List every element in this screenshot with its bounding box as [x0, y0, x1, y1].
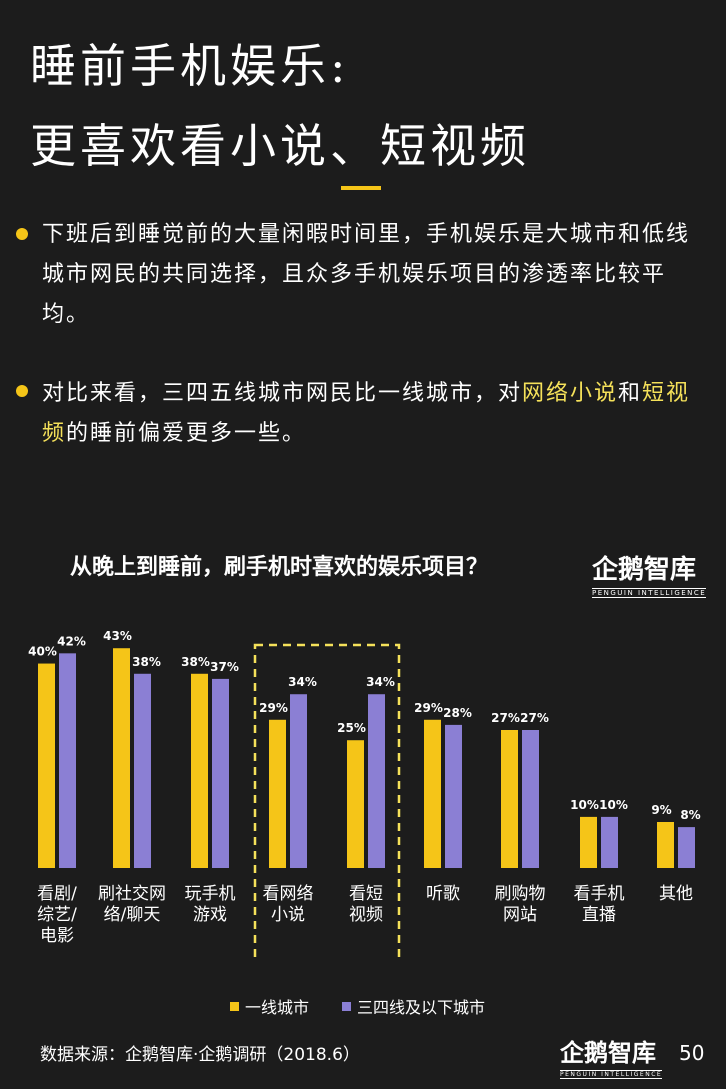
- logo-sub-text-bottom: PENGUIN INTELLIGENCE: [560, 1070, 663, 1079]
- category-label-line: 综艺/: [37, 905, 77, 925]
- category-label-line: 视频: [349, 905, 383, 925]
- data-label-tier1-3: 29%: [259, 701, 288, 715]
- bar-tier3-4: [368, 694, 385, 868]
- bar-tier3-1: [134, 673, 151, 868]
- bar-tier3-0: [59, 653, 76, 868]
- data-label-tier3-6: 27%: [520, 711, 549, 725]
- category-label-line: 小说: [271, 905, 305, 925]
- data-label-tier3-3: 34%: [288, 675, 317, 689]
- category-label-3: 看网络 小说: [248, 884, 328, 926]
- page-title-line1: 睡前手机娱乐:: [30, 39, 350, 93]
- legend-label-tier3: 三四线及以下城市: [357, 998, 486, 1017]
- data-label-tier1-6: 27%: [491, 711, 520, 725]
- logo-main-text: 企鹅智库: [592, 555, 697, 585]
- data-label-tier3-7: 10%: [599, 798, 628, 812]
- data-label-tier1-1: 43%: [103, 630, 132, 643]
- data-label-tier1-7: 10%: [570, 798, 599, 812]
- bar-tier1-4: [347, 740, 364, 868]
- legend-swatch-tier1: [230, 1001, 239, 1011]
- data-label-tier3-1: 38%: [132, 655, 161, 669]
- category-label-line: 玩手机: [184, 884, 236, 904]
- data-label-tier1-2: 38%: [181, 655, 210, 669]
- category-label-line: 络/聊天: [103, 905, 161, 925]
- data-label-tier1-4: 25%: [337, 721, 366, 735]
- data-source: 数据来源：企鹅智库·企鹅调研（2018.6）: [40, 1045, 360, 1065]
- bar-tier1-8: [657, 822, 674, 868]
- data-label-tier1-8: 9%: [651, 803, 671, 817]
- data-label-tier3-0: 42%: [57, 634, 86, 648]
- highlight-box: [253, 643, 401, 960]
- category-label-line: 刷购物: [494, 884, 546, 904]
- title-underline: [341, 186, 381, 190]
- category-label-line: 电影: [40, 926, 74, 946]
- bar-tier3-8: [678, 827, 695, 868]
- page-title-line2: 更喜欢看小说、短视频: [30, 119, 530, 173]
- page-number: 50: [679, 1041, 705, 1065]
- category-label-6: 刷购物 网站: [480, 884, 560, 926]
- bar-tier1-2: [191, 673, 208, 868]
- category-label-line: 听歌: [426, 884, 460, 904]
- category-label-line: 直播: [582, 905, 616, 925]
- category-label-1: 刷社交网 络/聊天: [92, 884, 172, 926]
- legend-swatch-tier3: [342, 1001, 351, 1011]
- bar-tier3-2: [212, 678, 229, 868]
- data-label-tier3-8: 8%: [680, 808, 700, 822]
- bar-tier3-5: [445, 724, 462, 868]
- category-label-4: 看短 视频: [326, 884, 406, 926]
- logo-sub-text: PENGUIN INTELLIGENCE: [592, 588, 707, 598]
- legend-label-tier1: 一线城市: [245, 998, 310, 1017]
- category-label-8: 其他: [636, 884, 716, 905]
- category-label-line: 看剧/: [37, 884, 77, 904]
- bar-tier1-0: [38, 663, 55, 868]
- bullet-2-part2: 和: [618, 381, 643, 406]
- bar-tier3-7: [601, 816, 618, 868]
- category-label-5: 听歌: [403, 884, 483, 905]
- bar-chart: 40%42% 43%38% 38% 37%29%34%25%34%29% 28% 27% 2…: [28, 630, 701, 960]
- bullet-2-highlight-novel: 网络小说: [522, 381, 619, 406]
- data-label-tier3-2: 37%: [210, 660, 239, 674]
- category-label-line: 其他: [659, 884, 693, 904]
- bar-tier3-3: [290, 694, 307, 868]
- bar-tier1-6: [501, 730, 518, 868]
- bar-tier1-3: [269, 719, 286, 868]
- category-label-2: 玩手机 游戏: [170, 884, 250, 926]
- bullet-2-highlight-video: 短视频: [42, 381, 691, 446]
- logo-main-text-bottom: 企鹅智库: [560, 1038, 656, 1067]
- data-label-tier3-5: 28%: [443, 706, 472, 720]
- category-label-line: 看短: [349, 884, 383, 904]
- legend-tier1: 一线城市: [230, 994, 309, 1018]
- data-label-tier1-0: 40%: [28, 645, 57, 659]
- category-label-7: 看手机 直播: [559, 884, 639, 926]
- data-label-tier1-5: 29%: [414, 701, 443, 715]
- bullet-2-part3: 的睡前偏爱更多一些。: [66, 421, 307, 446]
- category-label-line: 看手机: [573, 884, 625, 904]
- penguin-logo-bottom: 企鹅智库 PENGUIN INTELLIGENCE: [560, 1033, 663, 1079]
- bar-tier1-1: [113, 648, 130, 868]
- penguin-logo-top: 企鹅智库 PENGUIN INTELLIGENCE: [592, 549, 707, 598]
- bar-tier1-5: [424, 719, 441, 868]
- bullet-dot-2: [16, 385, 28, 397]
- bar-tier3-6: [522, 730, 539, 868]
- bullet-2-part1: 对比来看，三四五线城市网民比一线城市，对: [42, 381, 523, 406]
- category-label-0: 看剧/综艺/电影: [17, 884, 97, 947]
- bullet-dot-1: [16, 228, 28, 240]
- category-label-line: 看网络: [262, 884, 314, 904]
- bullet-text-2: 对比来看，三四五线城市网民比一线城市，对网络小说和短视频的睡前偏爱更多一些。: [42, 374, 702, 454]
- data-label-tier3-4: 34%: [366, 675, 395, 689]
- bullet-text-1: 下班后到睡觉前的大量闲暇时间里，手机娱乐是大城市和低线城市网民的共同选择，且众多…: [42, 222, 691, 327]
- legend-tier3: 三四线及以下城市: [342, 994, 485, 1018]
- category-label-line: 游戏: [193, 905, 227, 925]
- category-label-line: 刷社交网: [98, 884, 166, 904]
- category-label-line: 网站: [503, 905, 537, 925]
- bar-tier1-7: [580, 816, 597, 868]
- chart-title: 从晚上到睡前，刷手机时喜欢的娱乐项目？: [70, 555, 489, 580]
